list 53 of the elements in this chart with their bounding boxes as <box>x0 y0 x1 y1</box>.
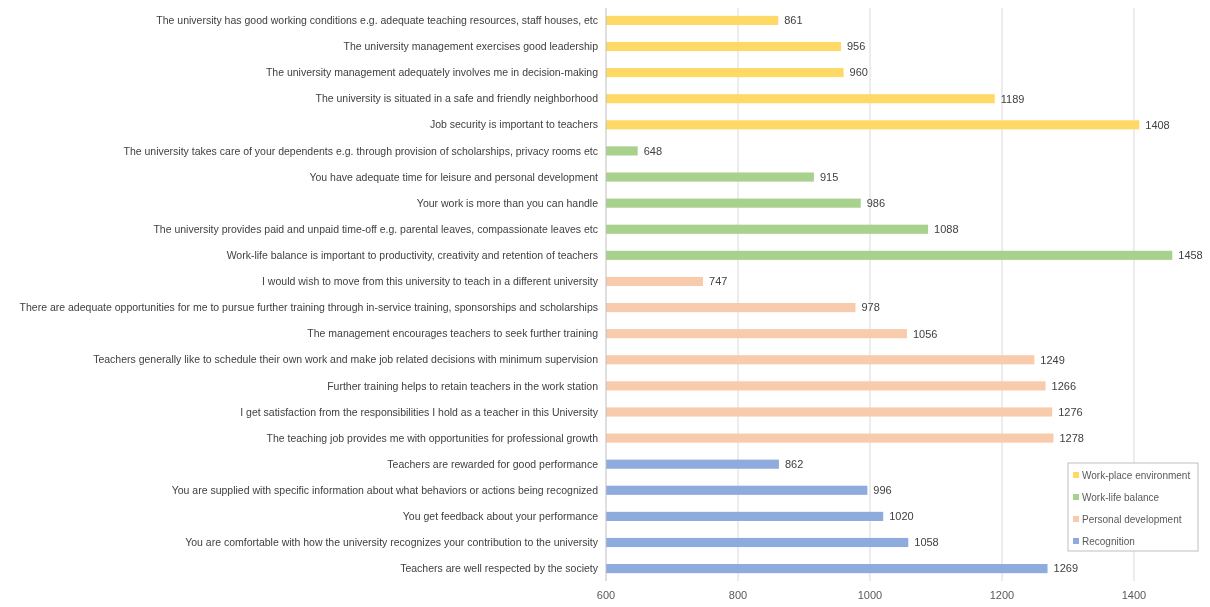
y-tick-label: Teachers generally like to schedule their own work and make job related decisions with minimum supervision <box>93 353 599 366</box>
y-tick-label: There are adequate opportunities for me to pursue further training through in-service training, sponsorships and scholarships <box>19 301 598 314</box>
data-label: 960 <box>849 66 868 79</box>
data-label: 1088 <box>934 223 959 236</box>
data-label: 1278 <box>1059 431 1084 444</box>
data-label: 1189 <box>1000 92 1025 105</box>
data-label: 1276 <box>1058 405 1083 418</box>
legend-label: Work-life balance <box>1082 491 1160 503</box>
x-tick-label: 600 <box>596 589 616 601</box>
data-label: 862 <box>784 458 804 471</box>
y-tick-label: The university is situated in a safe and friendly neighborhood <box>315 92 599 105</box>
data-label: 1266 <box>1051 379 1077 392</box>
data-label: 1269 <box>1053 562 1079 575</box>
data-label: 915 <box>819 170 839 183</box>
data-label: 1058 <box>914 536 939 549</box>
y-tick-label: You have adequate time for leisure and personal development <box>309 170 599 183</box>
y-tick-label: I get satisfaction from the responsibilities I hold as a teacher in this University <box>240 405 599 418</box>
data-label: 648 <box>643 144 663 157</box>
y-tick-label: You get feedback about your performance <box>402 510 599 523</box>
x-tick-label: 1200 <box>989 589 1015 601</box>
y-tick-label: Your work is more than you can handle <box>416 196 599 209</box>
data-label: 978 <box>861 301 880 314</box>
y-tick-label: I would wish to move from this university to teach in a different university <box>262 275 599 288</box>
x-tick-label: 1000 <box>857 589 883 601</box>
legend-label: Recognition <box>1082 535 1135 547</box>
y-tick-label: The university management exercises good leadership <box>343 40 599 53</box>
data-label: 986 <box>866 196 886 209</box>
legend-label: Personal development <box>1082 513 1182 525</box>
y-tick-label: Job security is important to teachers <box>429 118 598 131</box>
y-tick-label: Further training helps to retain teachers in the work station <box>327 379 599 392</box>
y-tick-label: The university management adequately involves me in decision-making <box>265 66 599 79</box>
data-label: 1056 <box>912 327 938 340</box>
y-tick-label: The management encourages teachers to seek further training <box>307 327 599 340</box>
data-label: 1458 <box>1178 249 1203 262</box>
y-tick-label: Teachers are well respected by the society <box>400 562 599 575</box>
y-tick-label: The university takes care of your dependents e.g. through provision of scholarships, privacy rooms etc <box>123 144 598 157</box>
y-tick-label: Teachers are rewarded for good performance <box>387 457 599 470</box>
y-tick-label: You are supplied with specific information about what behaviors or actions being recognized <box>171 483 599 496</box>
legend-label: Work-place environment <box>1082 469 1191 481</box>
data-label: 1408 <box>1145 118 1170 131</box>
data-label: 996 <box>873 484 892 497</box>
x-tick-label: 800 <box>728 589 748 601</box>
y-tick-label: You are comfortable with how the university recognizes your contribution to the university <box>185 536 599 549</box>
y-tick-label: Work-life balance is important to productivity, creativity and retention of teachers <box>226 249 598 262</box>
y-tick-label: The teaching job provides me with opportunities for professional growth <box>266 431 599 444</box>
y-tick-label: The university provides paid and unpaid time-off e.g. parental leaves, compassionate leaves etc <box>153 222 598 235</box>
data-label: 1249 <box>1040 353 1065 366</box>
y-tick-label: The university has good working conditions e.g. adequate teaching resources, staff houses, etc <box>156 14 598 27</box>
data-label: 747 <box>709 275 728 288</box>
data-label: 956 <box>846 40 866 53</box>
x-tick-label: 1400 <box>1121 589 1147 601</box>
data-label: 861 <box>784 14 803 27</box>
data-label: 1020 <box>889 510 914 523</box>
